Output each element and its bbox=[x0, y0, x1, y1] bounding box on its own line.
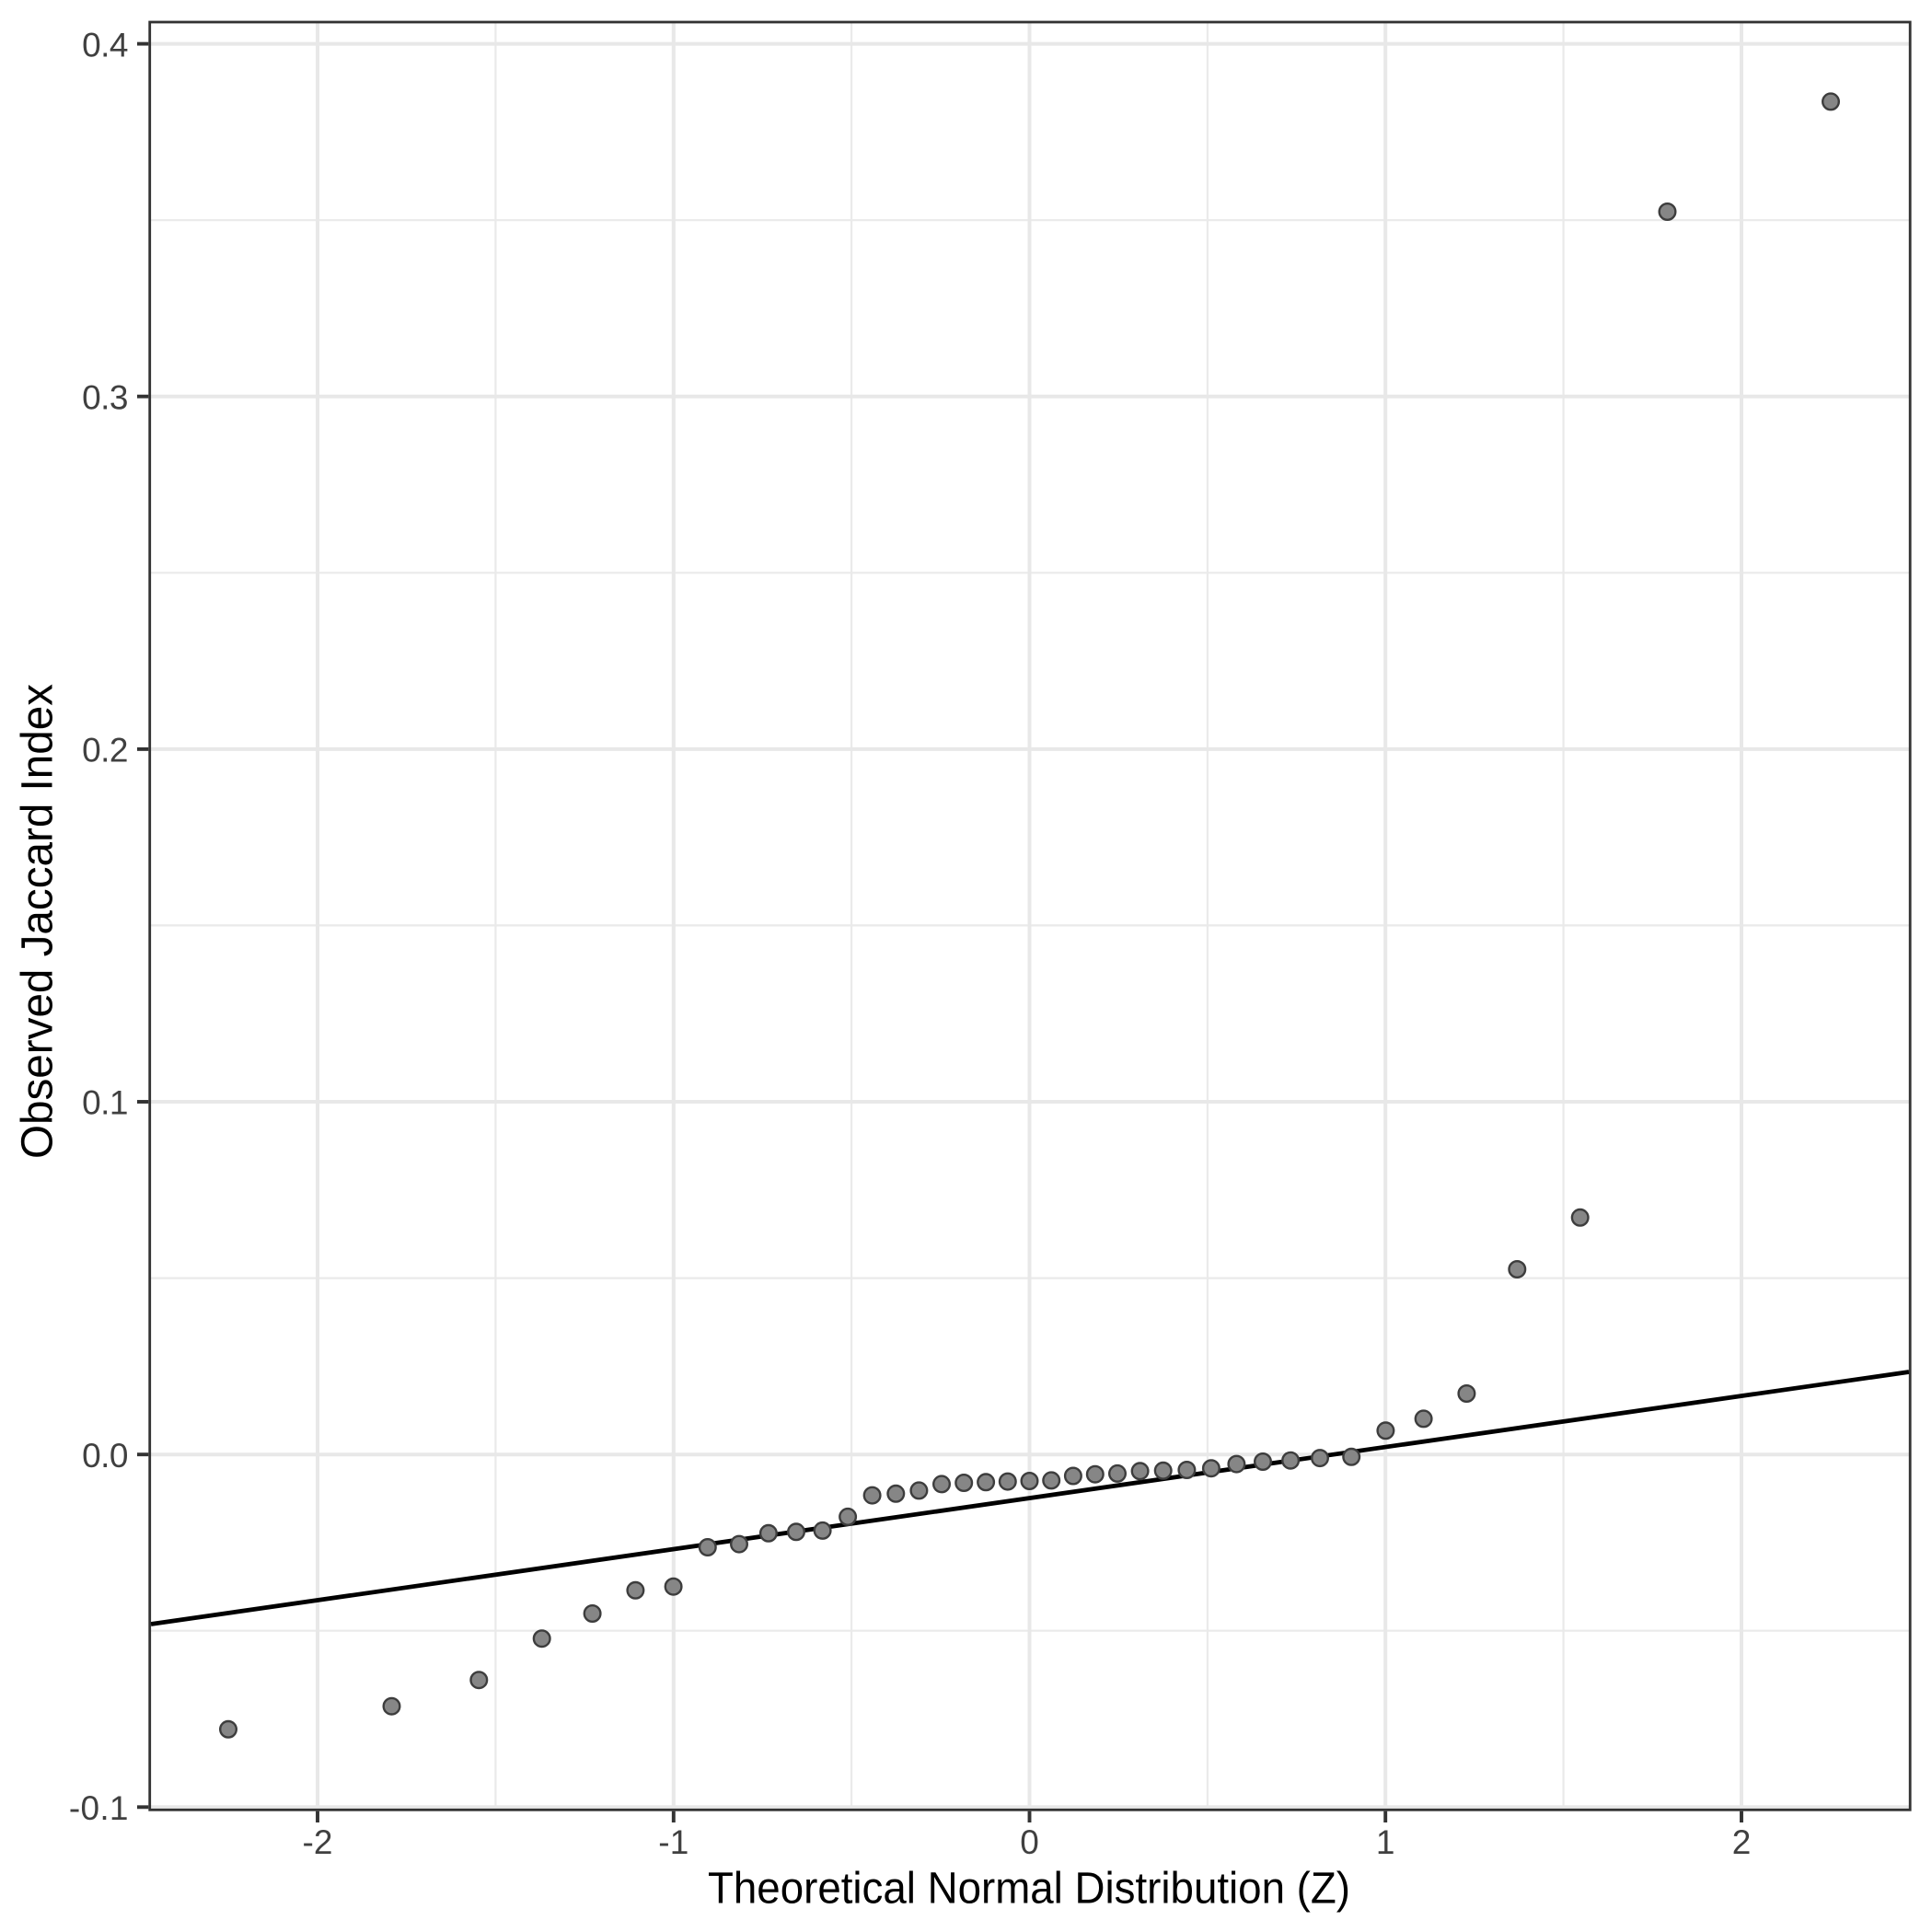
svg-text:Observed Jaccard Index: Observed Jaccard Index bbox=[14, 684, 63, 1159]
svg-text:-1: -1 bbox=[658, 1823, 688, 1861]
svg-text:0.4: 0.4 bbox=[82, 26, 128, 64]
svg-text:-2: -2 bbox=[303, 1823, 333, 1861]
svg-text:0.1: 0.1 bbox=[82, 1084, 128, 1122]
svg-text:0.2: 0.2 bbox=[82, 732, 128, 769]
svg-text:0.3: 0.3 bbox=[82, 378, 128, 416]
svg-text:0: 0 bbox=[1020, 1823, 1039, 1861]
svg-text:2: 2 bbox=[1732, 1823, 1752, 1861]
svg-text:Theoretical Normal Distributio: Theoretical Normal Distribution (Z) bbox=[708, 1865, 1350, 1914]
svg-text:-0.1: -0.1 bbox=[69, 1789, 129, 1827]
svg-text:1: 1 bbox=[1376, 1823, 1395, 1861]
svg-text:0.0: 0.0 bbox=[82, 1437, 128, 1475]
